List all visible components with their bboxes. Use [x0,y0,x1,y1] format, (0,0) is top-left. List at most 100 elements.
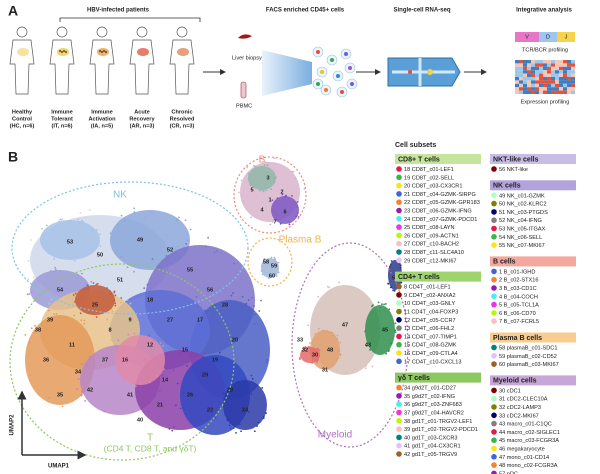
cell-dot [48,397,50,400]
legend-item: 20 CD8T_c03-CX3CR1 [404,184,462,190]
cluster-blob [365,305,395,355]
cell-dot [276,264,279,267]
heat-cell [523,87,527,91]
cluster-label: 33 [297,337,303,343]
heat-cell [547,63,551,67]
cell-dot [392,289,395,292]
cell-dot [297,216,300,218]
virus [99,50,101,52]
cell-dot [203,309,206,312]
heat-cell [515,83,519,88]
cell-dot [291,170,294,173]
heat-cell [551,60,555,64]
cell-dot [176,382,179,385]
cell-dot [163,368,165,371]
cluster-label: 50 [97,252,103,258]
heat-cell [531,63,535,67]
cell-dot [339,341,342,344]
cell-dot [90,280,93,283]
cluster-label: 5 [250,187,253,193]
region-outline [247,237,293,287]
cell-dot [250,182,252,185]
heat-cell [555,80,559,84]
legend-dot [491,454,497,460]
cell-dot [271,220,274,223]
legend-item: 11 CD4T_c04-FOXP3 [404,309,458,315]
heat-cell [539,83,543,88]
heat-cell [567,73,571,77]
heat-cell [563,77,567,81]
cluster-blob [75,285,115,315]
cell-dot [186,239,189,242]
heat-cell [543,70,547,74]
legend-dot [396,308,402,315]
cell-dot [303,187,306,190]
cell-dot [240,430,242,433]
legend-item: 46 megakaryocyte [499,446,545,452]
liver [57,48,69,56]
cell-dot [59,218,62,221]
head [96,26,108,38]
cell-dot [184,219,187,222]
legend-dot [491,268,497,275]
legend-dot [396,182,402,189]
legend-item: 34 g9d2T_c01-CD27 [404,386,456,392]
cell-dot [262,190,265,193]
legend-dot [396,216,402,222]
nucleus [330,58,334,62]
cluster-label: 24 [242,407,249,413]
heat-cell [543,87,547,91]
scrnaseq-title: Single-cell RNA-seq [393,8,450,14]
cluster-label: 53 [67,239,73,245]
cell-dot [185,242,188,245]
legend-item: 21 CD8T_c04-GZMK-SIRPG [404,192,476,198]
heat-cell [571,70,575,74]
legend-dot [396,300,402,307]
cell-dot [83,322,86,325]
heat-cell [571,77,575,81]
heat-cell [531,77,535,81]
cluster-label: 36 [43,357,49,363]
group-label: Immune [91,109,112,115]
cell-dot [133,270,135,273]
cell-dot [266,164,269,167]
cell-dot [314,333,317,335]
cell-dot [189,228,192,231]
heat-cell [535,70,539,74]
cell-dot [256,425,258,427]
legend-dot [396,426,402,432]
legend-header-text: CD4+ T cells [398,274,440,281]
cell-dot [186,364,189,367]
virus [63,50,65,52]
group-label: Control [12,116,32,122]
legend-dot [491,470,497,474]
cell-dot [399,268,402,270]
cell-dot [247,299,250,301]
legend-item: 22 CD8T_c05-GZMK-GPR183 [404,200,480,206]
cell-dot [389,286,392,289]
cell-dot [246,166,249,169]
cell-dot [244,303,247,306]
cell-dot [133,207,136,210]
cluster-blob [25,315,95,405]
cell-dot [292,170,295,173]
heat-cell [567,63,571,67]
heat-cell [535,83,539,88]
heat-cell [567,77,571,81]
cell-dot [253,430,256,433]
umap: B NK Plasma B T(CD4 T, CD8 T, and γδT) Myelo… [9,155,409,461]
cell-dot [120,255,122,258]
panel-label: B [8,149,18,165]
legend-dot [491,200,497,207]
head [56,26,68,38]
legend-item: 13 CD4T_c06-FHL2 [404,326,454,332]
cell-dot [41,227,43,230]
cell-dot [151,258,154,260]
legend-dot [491,225,497,232]
cluster-label: 59 [271,263,277,269]
cell-dot [399,264,402,267]
cell-dot [265,412,267,415]
cell-dot [232,427,235,430]
panel-label: A [8,3,18,19]
cell-dot [196,362,199,365]
